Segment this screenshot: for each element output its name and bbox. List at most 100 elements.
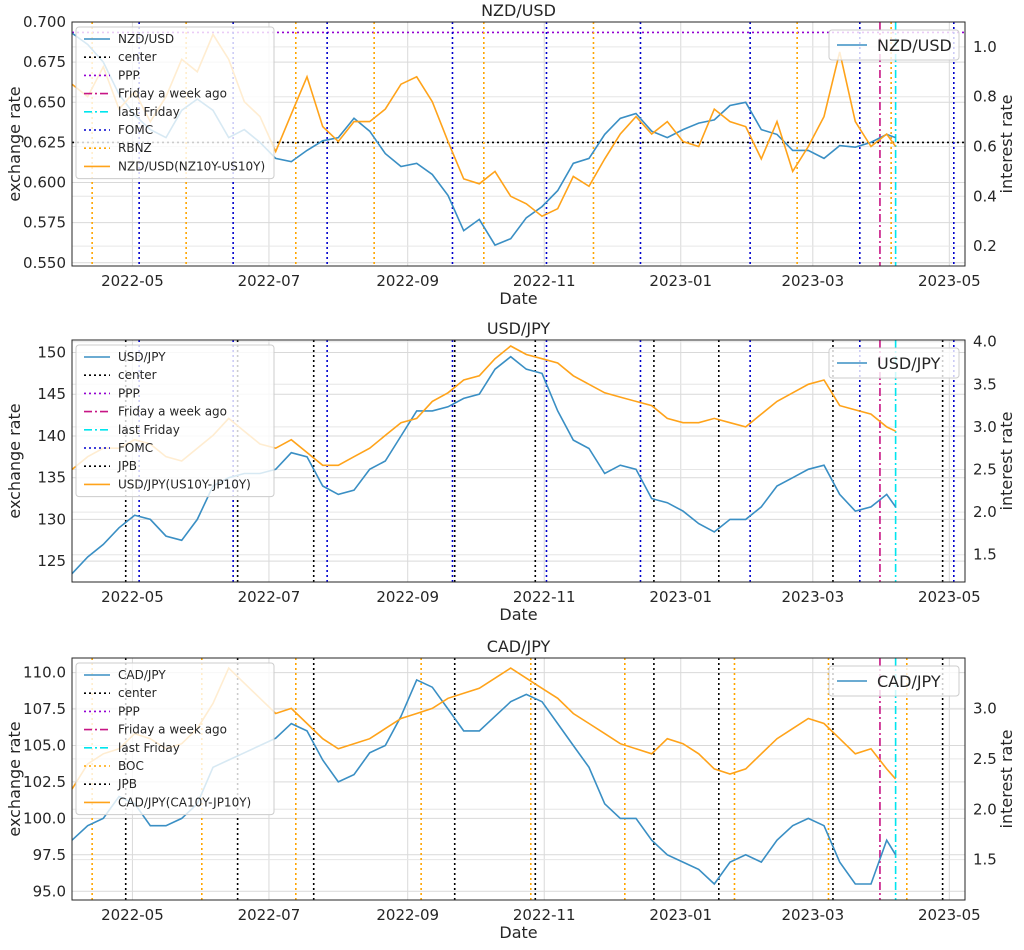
panel-3-y2-tick-label: 3.0	[973, 699, 997, 717]
panel-3-x-tick-label: 2022-11	[513, 906, 576, 924]
panel-1-legend-label: last Friday	[118, 105, 180, 119]
panel-3-legend-label: Friday a week ago	[118, 723, 227, 737]
panel-1-x-tick-label: 2022-07	[238, 272, 301, 290]
panel-3-legend2-label: CAD/JPY	[877, 672, 941, 691]
panel-3-y-tick-label: 102.5	[23, 773, 66, 791]
panel-1-x-tick-label: 2022-11	[513, 272, 576, 290]
panel-1-legend2-box	[828, 29, 960, 61]
panel-2-y2-tick-label: 3.0	[973, 418, 997, 436]
panel-2-y2-tick-label: 2.0	[973, 503, 997, 521]
panel-2-y-tick-label: 125	[37, 552, 66, 570]
panel-3-legend2-box	[828, 665, 960, 697]
panel-1-x-tick-label: 2023-01	[649, 272, 712, 290]
panel-1-y-tick-label: 0.575	[23, 214, 66, 232]
panel-1-y-axis-label: exchange rate	[5, 86, 24, 201]
panel-3-x-tick-label: 2022-07	[238, 906, 301, 924]
panel-1-y2-axis-label: interest rate	[997, 95, 1016, 194]
panel-3-x-tick-label: 2023-05	[918, 906, 981, 924]
panel-3-y-tick-label: 105.0	[23, 736, 66, 754]
panel-1-x-tick-label: 2023-05	[918, 272, 981, 290]
panel-2-y-tick-label: 130	[37, 510, 66, 528]
panel-3-x-tick-label: 2023-03	[781, 906, 844, 924]
panel-1-y-tick-label: 0.550	[23, 254, 66, 272]
panel-1-x-axis-label: Date	[499, 289, 537, 308]
panel-1-legend-label: PPP	[118, 68, 140, 82]
panel-2-x-tick-label: 2022-07	[238, 588, 301, 606]
panel-3-y2-axis-label: interest rate	[997, 730, 1016, 829]
panel-1-x-tick-label: 2022-09	[376, 272, 439, 290]
panel-2-legend-label: USD/JPY	[118, 350, 166, 364]
panel-3-y2-tick-label: 1.5	[973, 851, 997, 869]
panel-2-x-axis-label: Date	[499, 605, 537, 624]
panel-1-x-tick-label: 2022-05	[101, 272, 164, 290]
panel-3-y-tick-label: 95.0	[33, 882, 66, 900]
panel-2-title: USD/JPY	[487, 319, 551, 338]
panel-1-y2-tick-label: 0.2	[973, 237, 997, 255]
panel-2-x-tick-label: 2022-09	[376, 588, 439, 606]
panel-2-x-tick-label: 2022-05	[101, 588, 164, 606]
panel-3-legend-label: last Friday	[118, 741, 180, 755]
panel-2-y-tick-label: 140	[37, 427, 66, 445]
panel-2-frame	[71, 339, 966, 583]
panel-2-x-tick-label: 2022-11	[513, 588, 576, 606]
panel-3-y-tick-label: 107.5	[23, 700, 66, 718]
panel-3-legend-label: CAD/JPY	[118, 668, 166, 682]
panel-2-y-tick-label: 145	[37, 385, 66, 403]
panel-3-x-tick-label: 2023-01	[649, 906, 712, 924]
panel-2-y2-tick-label: 1.5	[973, 546, 997, 564]
panel-2-legend-label: center	[118, 368, 157, 382]
panel-3-x-axis-label: Date	[499, 923, 537, 942]
panel-3-title: CAD/JPY	[487, 637, 551, 656]
panel-2-legend-box	[75, 344, 275, 498]
panel-3-y-tick-label: 100.0	[23, 809, 66, 827]
panel-3-legend-label: CAD/JPY(CA10Y-JP10Y)	[118, 795, 251, 809]
panel-1-legend-label: RBNZ	[118, 141, 152, 155]
panel-2-legend-label: last Friday	[118, 423, 180, 437]
panel-2-legend2-box	[828, 347, 960, 379]
panel-2-y2-tick-label: 2.5	[973, 461, 997, 479]
panel-1-y-tick-label: 0.600	[23, 174, 66, 192]
panel-3-legend-label: center	[118, 686, 157, 700]
panel-1-legend-label: FOMC	[118, 123, 153, 137]
panel-2-legend-label: FOMC	[118, 441, 153, 455]
panel-2-legend2-label: USD/JPY	[877, 354, 941, 373]
panel-3-y-axis-label: exchange rate	[5, 721, 24, 836]
panel-1-y-tick-label: 0.675	[23, 53, 66, 71]
panel-1-y-tick-label: 0.700	[23, 13, 66, 31]
panel-3-x-tick-label: 2022-05	[101, 906, 164, 924]
panel-1-legend2-label: NZD/USD	[877, 36, 952, 55]
panel-1-y2-tick-label: 0.6	[973, 137, 997, 155]
panel-2-legend-label: PPP	[118, 386, 140, 400]
panel-2-x-tick-label: 2023-05	[918, 588, 981, 606]
panel-1-legend-label: Friday a week ago	[118, 87, 227, 101]
panel-3-legend-box	[75, 662, 275, 816]
panel-2-y-tick-label: 150	[37, 344, 66, 362]
panel-3-y-tick-label: 110.0	[23, 664, 66, 682]
panel-1-y-tick-label: 0.650	[23, 93, 66, 111]
panel-1-title: NZD/USD	[481, 1, 556, 20]
panel-1-legend-label: NZD/USD	[118, 32, 174, 46]
panel-3-y2-tick-label: 2.0	[973, 800, 997, 818]
panel-2-legend-label: USD/JPY(US10Y-JP10Y)	[118, 477, 251, 491]
panel-1-y2-tick-label: 0.8	[973, 88, 997, 106]
panel-2-legend-label: Friday a week ago	[118, 405, 227, 419]
panel-2-y2-axis-label: interest rate	[997, 412, 1016, 511]
panel-1-legend-label: center	[118, 50, 157, 64]
panel-2-y-axis-label: exchange rate	[5, 403, 24, 518]
panel-3-x-tick-label: 2022-09	[376, 906, 439, 924]
panel-2-legend-label: JPB	[117, 459, 137, 473]
panel-1-legend-label: NZD/USD(NZ10Y-US10Y)	[118, 159, 265, 173]
panel-3-y2-tick-label: 2.5	[973, 750, 997, 768]
panel-3-legend-label: JPB	[117, 777, 137, 791]
panel-3-frame	[71, 657, 966, 901]
panel-2-y2-tick-label: 4.0	[973, 333, 997, 351]
panel-2-y2-tick-label: 3.5	[973, 375, 997, 393]
panel-3-y-tick-label: 97.5	[33, 846, 66, 864]
panel-1-y2-tick-label: 1.0	[973, 38, 997, 56]
panel-1-y2-tick-label: 0.4	[973, 187, 997, 205]
panel-2-x-tick-label: 2023-01	[649, 588, 712, 606]
panel-1-y-tick-label: 0.625	[23, 133, 66, 151]
panel-1-legend-box	[75, 26, 275, 180]
panel-1-x-tick-label: 2023-03	[781, 272, 844, 290]
